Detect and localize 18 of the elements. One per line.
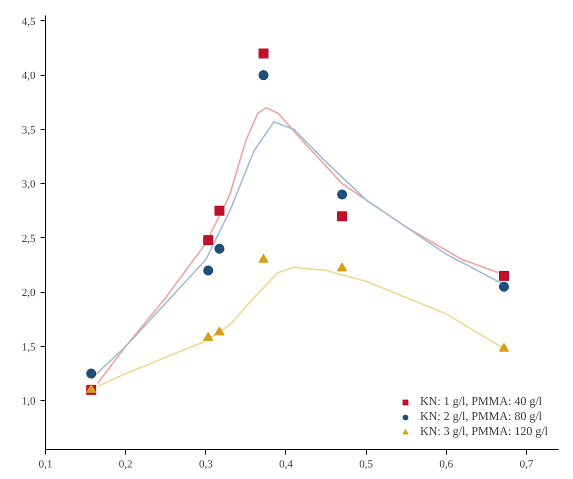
x-tick-label: 0,7 bbox=[520, 458, 534, 470]
x-tick-label: 0,6 bbox=[439, 458, 454, 470]
y-tick-label: 1,5 bbox=[22, 341, 36, 354]
x-tick-label: 0,2 bbox=[118, 458, 133, 470]
x-tick-label: 0,4 bbox=[279, 458, 294, 470]
legend-label: KN: 3 g/l, PMMA: 120 g/l bbox=[420, 424, 548, 439]
y-tick-label: 3,5 bbox=[22, 124, 36, 136]
x-tick-label: 0,5 bbox=[359, 458, 374, 470]
y-tick-label: 3,0 bbox=[22, 178, 36, 191]
y-tick-label: 4,5 bbox=[22, 16, 36, 28]
y-tick-label: 4,0 bbox=[22, 70, 36, 82]
x-tick-label: 0,3 bbox=[198, 458, 214, 470]
y-tick-label: 2,5 bbox=[22, 232, 36, 245]
y-tick-label: 1,0 bbox=[22, 396, 36, 408]
legend-label: KN: 1 g/l, PMMA: 40 g/l bbox=[420, 394, 542, 409]
legend-label: KN: 2 g/l, PMMA: 80 g/l bbox=[420, 409, 542, 424]
y-tick-label: 2,0 bbox=[22, 287, 36, 300]
x-tick-label: 0,1 bbox=[38, 458, 52, 470]
